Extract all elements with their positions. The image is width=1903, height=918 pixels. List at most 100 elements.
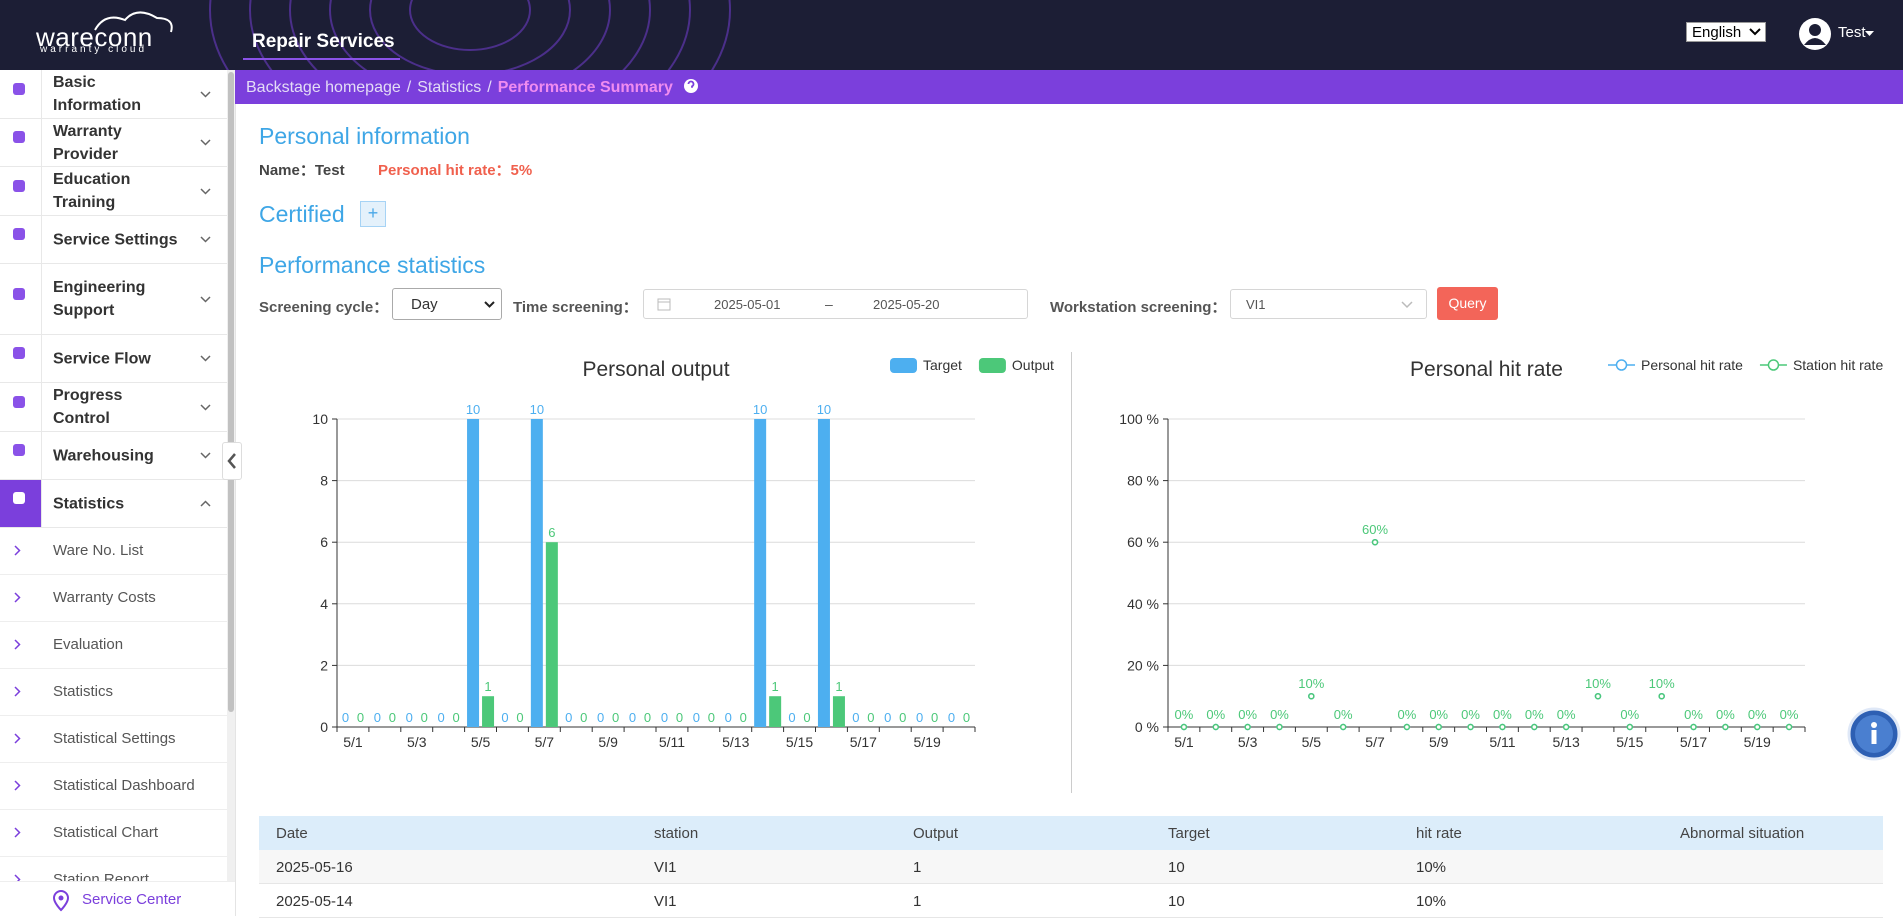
data-label: 10 <box>817 402 831 417</box>
language-text: English <box>1692 24 1741 41</box>
add-certified-button[interactable]: + <box>360 201 386 227</box>
data-label: 0% <box>1557 707 1576 722</box>
table-row: 2025-05-14VI111010% <box>259 884 1883 918</box>
menu-item[interactable]: Education Training <box>0 167 227 216</box>
data-label: 0 <box>676 710 683 725</box>
y-tick-label: 10 <box>312 411 328 427</box>
data-label: 0% <box>1493 707 1512 722</box>
icon-shape <box>13 180 25 192</box>
legend-swatch <box>979 358 1006 373</box>
submenu-item[interactable]: Warranty Costs <box>0 575 227 622</box>
cycle-select[interactable]: Day <box>392 288 502 320</box>
query-button[interactable]: Query <box>1437 287 1498 320</box>
bar <box>833 696 845 727</box>
point <box>1532 725 1537 730</box>
menu-item[interactable]: Warranty Provider <box>0 119 227 167</box>
table-cell: 2025-05-16 <box>276 859 353 876</box>
date-range[interactable]: 2025-05-01 – 2025-05-20 <box>643 289 1028 319</box>
point <box>1277 725 1282 730</box>
data-label: 0 <box>644 710 651 725</box>
table-cell: VI1 <box>654 859 677 876</box>
data-label: 0 <box>438 710 445 725</box>
user-name[interactable]: Test <box>1838 24 1866 41</box>
user-avatar[interactable] <box>1798 17 1832 51</box>
data-label: 0 <box>963 710 970 725</box>
menu-item[interactable]: Basic Information <box>0 70 227 119</box>
point <box>1627 725 1632 730</box>
select-arrow <box>1749 28 1761 36</box>
x-tick-label: 5/9 <box>598 734 618 750</box>
submenu-item[interactable]: Statistics <box>0 669 227 716</box>
breadcrumb-item[interactable]: Backstage homepage <box>246 79 401 96</box>
menu-text: Service Flow <box>53 347 183 370</box>
app-title[interactable]: Repair Services <box>252 31 395 53</box>
scroll-thumb[interactable] <box>228 72 234 712</box>
icon-shape <box>13 228 25 240</box>
icon-shape <box>13 492 25 504</box>
point <box>1627 725 1632 730</box>
filter-label: Workstation screening： <box>1050 296 1226 317</box>
end-date: 2025-05-20 <box>873 297 940 312</box>
data-label: 0 <box>948 710 955 725</box>
menu-item[interactable]: Progress Control <box>0 383 227 432</box>
menu-item[interactable]: Service Flow <box>0 335 227 383</box>
chevron-line <box>15 593 20 602</box>
menu-icon <box>12 82 26 96</box>
point <box>1309 694 1314 699</box>
data-label: 0 <box>884 710 891 725</box>
section-title: Personal information <box>259 123 470 150</box>
x-tick-label: 5/11 <box>1489 734 1515 750</box>
column-header: Output <box>913 825 958 842</box>
menu-icon <box>12 443 26 457</box>
data-label: 0 <box>899 710 906 725</box>
point <box>1468 725 1473 730</box>
y-tick-label: 2 <box>320 657 328 673</box>
breadcrumb: Backstage homepage/Statistics/Performanc… <box>246 78 699 97</box>
menu-item[interactable]: Service Settings <box>0 216 227 264</box>
point <box>1404 725 1409 730</box>
personal-name: Name：Test <box>259 159 345 180</box>
data-label: 60% <box>1362 522 1388 537</box>
submenu-item[interactable]: Statistical Dashboard <box>0 763 227 810</box>
info-button[interactable] <box>1846 706 1902 762</box>
menu-item[interactable]: Statistics <box>0 480 227 528</box>
point <box>1564 725 1569 730</box>
submenu-item[interactable]: Statistical Chart <box>0 810 227 857</box>
table-cell: 10 <box>1168 893 1185 910</box>
station-select[interactable]: VI1 <box>1230 289 1427 319</box>
data-label: 0% <box>1175 707 1194 722</box>
submenu-item[interactable]: Evaluation <box>0 622 227 669</box>
point <box>1468 725 1473 730</box>
chevron <box>200 404 211 411</box>
select-arrow <box>1401 301 1413 309</box>
data-label: 6 <box>548 525 555 540</box>
chevron <box>200 139 211 146</box>
point <box>1373 540 1378 545</box>
chart-divider <box>1071 352 1072 793</box>
data-label: 0 <box>852 710 859 725</box>
menu-icon <box>12 346 26 360</box>
y-tick-label: 20 % <box>1127 657 1159 673</box>
chevron-line <box>201 92 210 97</box>
language-select[interactable]: English <box>1686 22 1766 42</box>
x-tick-label: 5/13 <box>1553 734 1580 750</box>
collapse-button[interactable] <box>222 442 242 480</box>
x-tick-label: 5/11 <box>659 734 685 750</box>
point <box>1723 725 1728 730</box>
data-label: 0% <box>1780 707 1799 722</box>
x-tick-label: 5/3 <box>1238 734 1258 750</box>
menu-item[interactable]: Engineering Support <box>0 264 227 335</box>
bar <box>482 696 494 727</box>
table-header: DatestationOutputTargethit rateAbnormal … <box>259 816 1883 850</box>
column-header: Target <box>1168 825 1210 842</box>
service-center[interactable]: Service Center <box>0 881 235 917</box>
table-cell: 10% <box>1416 859 1446 876</box>
menu-item[interactable]: Warehousing <box>0 432 227 480</box>
point <box>1691 725 1696 730</box>
submenu-item[interactable]: Statistical Settings <box>0 716 227 763</box>
table-cell: 10% <box>1416 893 1446 910</box>
submenu-item[interactable]: Ware No. List <box>0 528 227 575</box>
icon-shape <box>13 444 25 456</box>
legend-marker <box>1617 360 1627 370</box>
breadcrumb-item[interactable]: Statistics <box>417 79 481 96</box>
